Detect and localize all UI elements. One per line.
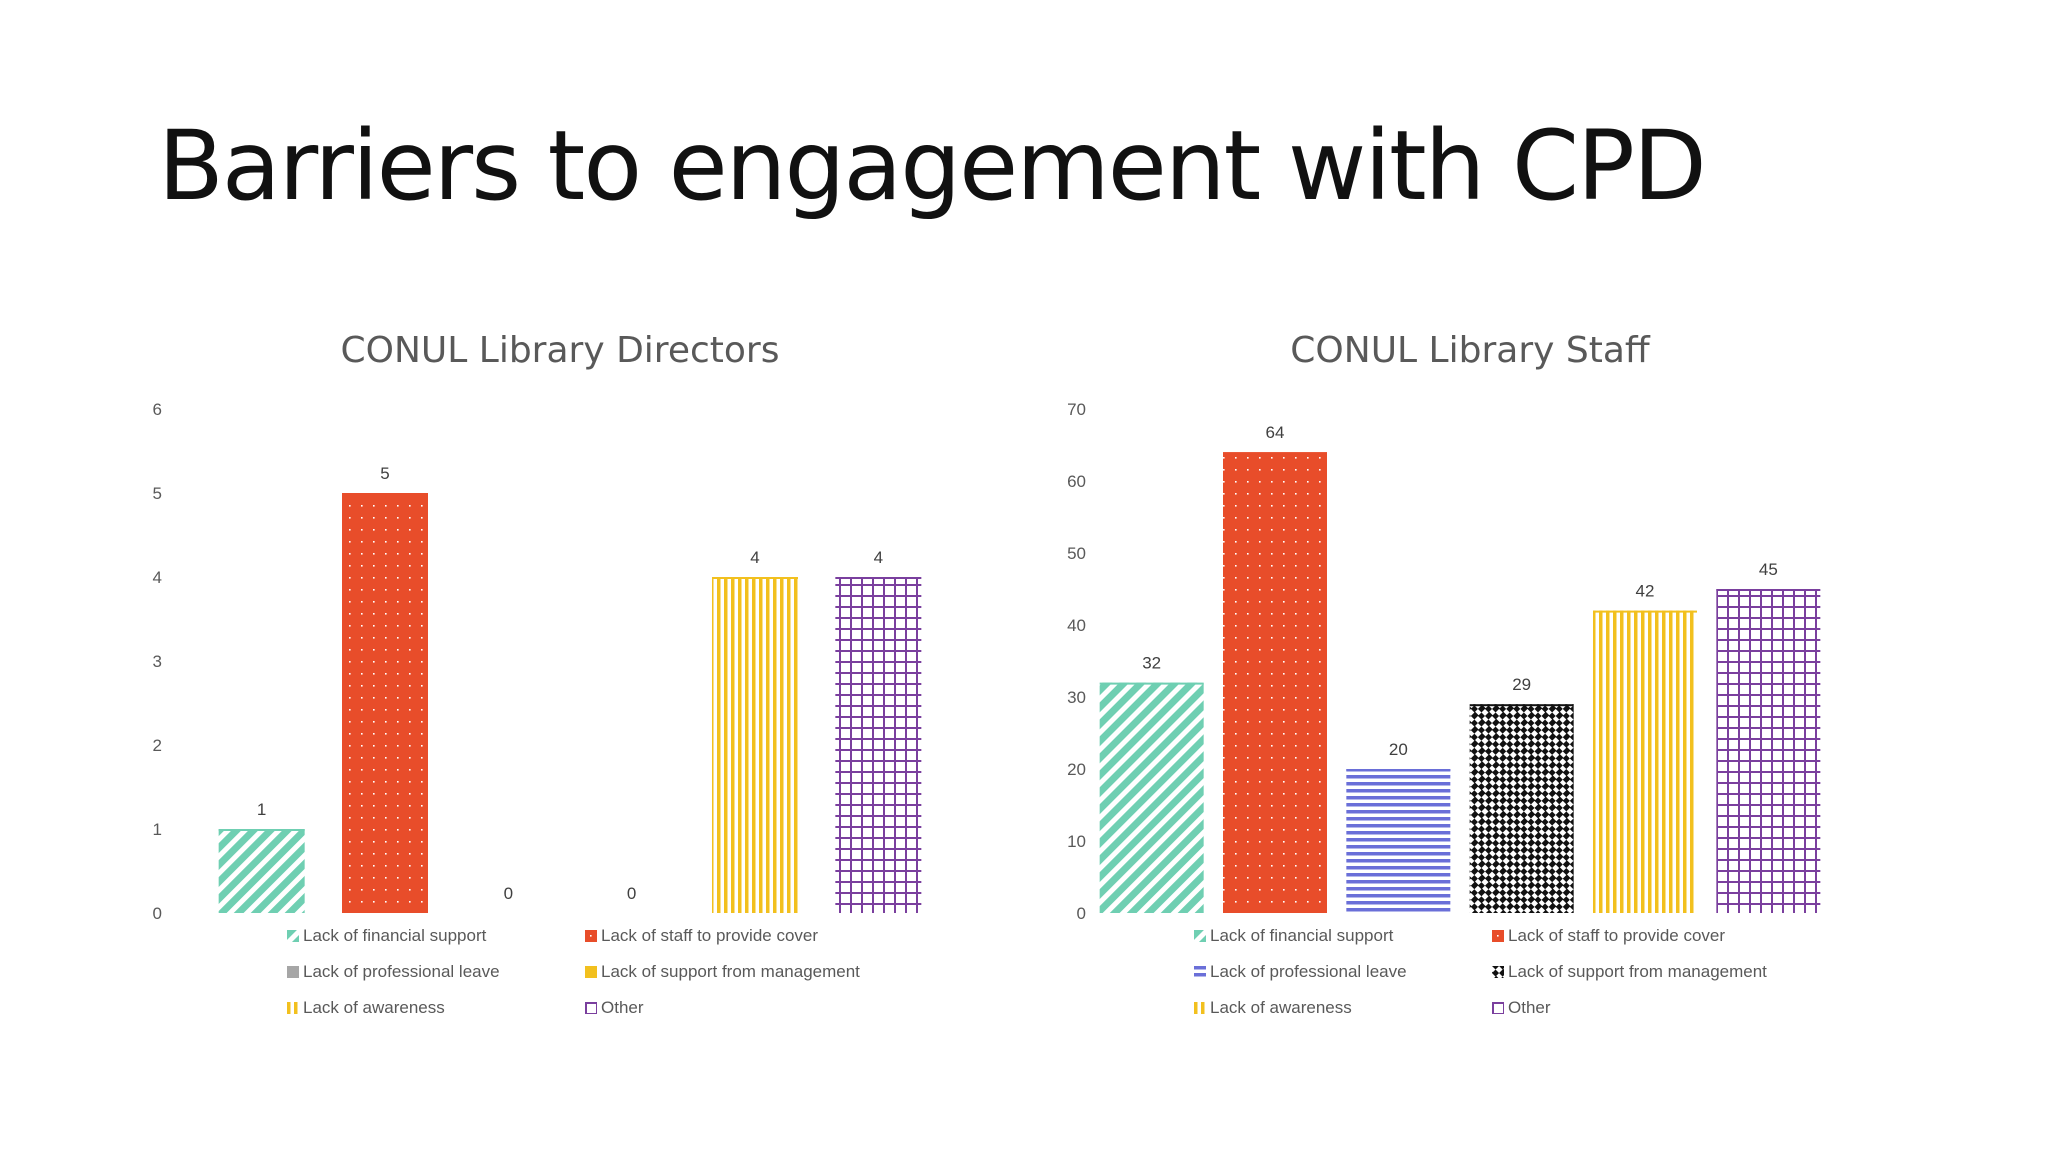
bar (1346, 769, 1451, 913)
legend-item: Lack of support from management (585, 962, 860, 982)
data-label: 29 (1512, 675, 1531, 694)
legend-item: Lack of awareness (1194, 998, 1352, 1018)
legend-label: Lack of staff to provide cover (1508, 926, 1726, 945)
legend-item: Lack of support from management (1492, 962, 1767, 982)
bar-top-edge (1593, 610, 1697, 613)
legend-label: Lack of financial support (303, 926, 487, 945)
legend-swatch (585, 930, 597, 942)
bar-chart-plot: 0 1 2 3 4 5 6 1 5 0 0 4 4 (153, 400, 922, 920)
bar-top-edge (1469, 704, 1574, 707)
bar (835, 577, 922, 913)
y-tick-label: 70 (1067, 400, 1086, 419)
bar (712, 577, 798, 913)
legend-item: Lack of professional leave (287, 962, 500, 982)
legend-swatch (585, 1002, 597, 1014)
legend-label: Lack of awareness (303, 998, 445, 1017)
data-label: 4 (750, 548, 759, 567)
legend-swatch (287, 1002, 299, 1014)
chart-library-directors: CONUL Library Directors 0 1 2 3 4 5 6 1 5 0 0 4 4 La… (80, 320, 1040, 1040)
bar-top-edge (1223, 452, 1327, 455)
bar (1593, 610, 1697, 913)
data-label: 1 (257, 800, 266, 819)
legend-item: Lack of financial support (1194, 926, 1393, 946)
chart-title: CONUL Library Directors (340, 330, 780, 371)
bar-top-edge (342, 493, 428, 495)
data-label: 4 (874, 548, 883, 567)
slide-title: Barriers to engagement with CPD (158, 110, 1707, 222)
data-label: 42 (1636, 582, 1655, 601)
bar-chart-plot: 0 10 20 30 40 50 60 70 32 64 20 29 42 45 (1067, 400, 1821, 920)
bar (1099, 682, 1204, 913)
legend-swatch (1194, 966, 1206, 978)
bar-top-edge (1716, 589, 1821, 591)
legend-label: Lack of staff to provide cover (601, 926, 819, 945)
legend-swatch (287, 930, 299, 942)
legend-label: Lack of financial support (1210, 926, 1394, 945)
data-label: 32 (1142, 654, 1161, 673)
legend-item: Lack of awareness (287, 998, 445, 1018)
bar (1223, 452, 1327, 913)
legend-item: Other (585, 998, 644, 1018)
data-label: 45 (1759, 560, 1778, 579)
legend-label: Lack of support from management (601, 962, 860, 981)
y-tick-label: 40 (1067, 616, 1086, 635)
legend-label: Lack of professional leave (303, 962, 500, 981)
legend-item: Other (1492, 998, 1551, 1018)
bar (218, 829, 305, 913)
legend-item: Lack of professional leave (1194, 962, 1407, 982)
legend-label: Lack of support from management (1508, 962, 1767, 981)
legend-label: Other (1508, 998, 1551, 1017)
y-tick-label: 10 (1067, 832, 1086, 851)
legend-swatch (1492, 930, 1504, 942)
legend-label: Lack of awareness (1210, 998, 1352, 1017)
legend-label: Other (601, 998, 644, 1017)
y-tick-label: 3 (153, 652, 162, 671)
chart-library-staff: CONUL Library Staff 0 10 20 30 40 50 60 70 32 64 2… (990, 320, 1950, 1040)
legend-swatch (1194, 930, 1206, 942)
legend-swatch (1492, 966, 1504, 978)
data-label: 5 (380, 464, 389, 483)
bar-top-edge (1346, 769, 1451, 771)
legend-swatch (585, 966, 597, 978)
y-tick-label: 30 (1067, 688, 1086, 707)
y-tick-label: 0 (1077, 904, 1086, 920)
chart-legend: Lack of financial support Lack of staff t… (80, 926, 1040, 1036)
data-label: 0 (504, 884, 513, 903)
chart-legend: Lack of financial support Lack of staff t… (990, 926, 1950, 1036)
legend-swatch (287, 966, 299, 978)
legend-item: Lack of staff to provide cover (585, 926, 818, 946)
data-label: 64 (1266, 423, 1285, 442)
y-tick-label: 60 (1067, 472, 1086, 491)
y-tick-label: 0 (153, 904, 162, 920)
bar-top-edge (712, 577, 798, 579)
legend-swatch (1492, 1002, 1504, 1014)
chart-title: CONUL Library Staff (1290, 330, 1650, 371)
y-tick-label: 20 (1067, 760, 1086, 779)
bar-top-edge (835, 577, 922, 579)
legend-swatch (1194, 1002, 1206, 1014)
legend-label: Lack of professional leave (1210, 962, 1407, 981)
y-tick-label: 6 (153, 400, 162, 419)
y-tick-label: 2 (153, 736, 162, 755)
bar-top-edge (218, 829, 305, 831)
bar (1469, 704, 1574, 913)
data-label: 20 (1389, 740, 1408, 759)
bar-top-edge (1099, 682, 1204, 685)
y-tick-label: 50 (1067, 544, 1086, 563)
y-tick-label: 4 (153, 568, 162, 587)
legend-item: Lack of financial support (287, 926, 486, 946)
bar (1716, 589, 1821, 913)
bar (342, 493, 428, 913)
y-tick-label: 1 (153, 820, 162, 839)
data-label: 0 (627, 884, 636, 903)
y-tick-label: 5 (153, 484, 162, 503)
legend-item: Lack of staff to provide cover (1492, 926, 1725, 946)
